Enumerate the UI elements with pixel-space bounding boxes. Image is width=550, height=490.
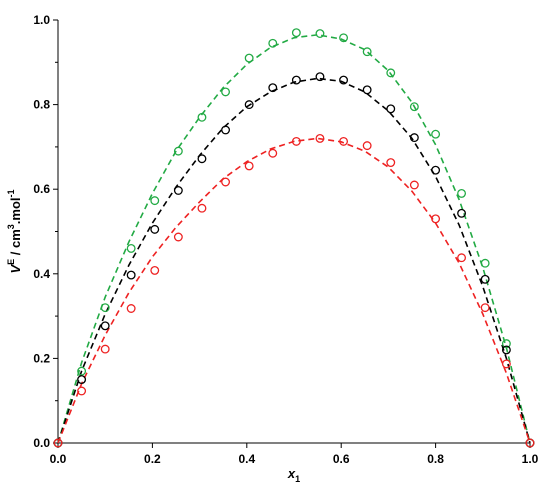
data-point-series-1 bbox=[268, 38, 278, 48]
data-point-series-1 bbox=[431, 129, 441, 139]
data-point-series-3 bbox=[77, 386, 87, 396]
data-point-series-1 bbox=[291, 28, 301, 38]
y-tick-label: 1.0 bbox=[33, 13, 50, 27]
data-point-series-3 bbox=[126, 304, 136, 313]
data-point-series-1 bbox=[339, 33, 349, 43]
data-point-series-1 bbox=[150, 196, 160, 206]
data-point-series-1 bbox=[501, 339, 511, 349]
y-axis-unit-prefix: / cm bbox=[8, 229, 23, 259]
y-axis-unit-exponent-2: -1 bbox=[6, 189, 16, 197]
data-point-series-3 bbox=[197, 203, 207, 213]
y-tick-label: 0.8 bbox=[33, 98, 50, 112]
data-point-series-1 bbox=[409, 102, 419, 112]
y-tick-label: 0.2 bbox=[33, 351, 50, 365]
y-tick-label: 0.6 bbox=[33, 182, 50, 196]
data-point-series-3 bbox=[431, 214, 441, 224]
data-point-series-2 bbox=[480, 274, 490, 284]
data-point-series-2 bbox=[339, 75, 349, 85]
data-point-series-1 bbox=[197, 112, 207, 122]
fit-lines bbox=[57, 34, 531, 444]
data-point-series-3 bbox=[525, 438, 535, 448]
x-axis-title: x1 bbox=[287, 466, 300, 484]
ticks: 0.0 0.2 0.4 0.6 0.8 1.0 0.0 0.2 0.4 0.6 0.8 1.0 bbox=[33, 13, 538, 466]
data-point-series-2 bbox=[315, 72, 325, 82]
data-point-series-1 bbox=[480, 258, 490, 268]
data-point-series-2 bbox=[457, 208, 467, 218]
data-point-series-3 bbox=[457, 253, 467, 263]
data-point-series-2 bbox=[197, 154, 207, 164]
x-tick-label: 0.6 bbox=[333, 452, 350, 466]
data-point-series-2 bbox=[221, 125, 231, 135]
data-point-series-3 bbox=[480, 303, 490, 313]
y-tick-label: 0.4 bbox=[33, 267, 50, 281]
x-tick-label: 0.8 bbox=[427, 452, 444, 466]
data-point-series-2 bbox=[431, 165, 441, 175]
data-point-series-3 bbox=[100, 344, 110, 354]
data-point-series-2 bbox=[501, 345, 511, 355]
data-point-series-2 bbox=[291, 75, 301, 85]
data-point-series-3 bbox=[386, 158, 396, 167]
data-point-series-3 bbox=[362, 141, 372, 151]
y-axis-title: VE / cm3.mol-1 bbox=[6, 189, 23, 273]
fit-line-series-2 bbox=[57, 77, 531, 444]
data-point-series-2 bbox=[362, 85, 372, 95]
y-axis-unit-mid: .mol bbox=[8, 197, 23, 224]
data-point-series-3 bbox=[221, 177, 231, 187]
data-point-series-1 bbox=[386, 68, 396, 78]
data-point-series-3 bbox=[150, 265, 160, 275]
x-tick-label: 0.0 bbox=[50, 452, 67, 466]
data-point-series-2 bbox=[409, 133, 419, 143]
data-point-series-1 bbox=[77, 366, 87, 376]
x-axis-subscript: 1 bbox=[295, 474, 300, 484]
data-point-series-1 bbox=[457, 188, 467, 198]
data-point-series-1 bbox=[126, 243, 136, 253]
data-points bbox=[53, 28, 535, 448]
data-point-series-3 bbox=[244, 161, 254, 171]
y-axis-symbol: V bbox=[8, 264, 23, 274]
data-point-series-1 bbox=[244, 53, 254, 63]
data-point-series-2 bbox=[268, 83, 278, 93]
data-point-series-1 bbox=[315, 29, 325, 38]
data-point-series-2 bbox=[386, 104, 396, 114]
data-point-series-3 bbox=[501, 359, 511, 369]
x-axis-symbol: x bbox=[287, 466, 296, 481]
data-point-series-3 bbox=[315, 133, 325, 143]
data-point-series-2 bbox=[77, 375, 87, 384]
y-axis-unit-exponent: 3 bbox=[6, 224, 16, 229]
data-point-series-3 bbox=[409, 180, 419, 190]
data-point-series-1 bbox=[173, 146, 183, 156]
fit-line-series-3 bbox=[57, 137, 531, 444]
x-tick-label: 1.0 bbox=[522, 452, 539, 466]
fit-line-series-1 bbox=[57, 34, 531, 444]
x-tick-label: 0.2 bbox=[144, 452, 161, 466]
data-point-series-3 bbox=[339, 136, 349, 146]
x-tick-label: 0.4 bbox=[238, 452, 255, 466]
y-tick-label: 0.0 bbox=[33, 436, 50, 450]
data-point-series-2 bbox=[244, 100, 254, 110]
data-point-series-3 bbox=[53, 438, 63, 448]
data-point-series-1 bbox=[100, 303, 110, 313]
data-point-series-3 bbox=[291, 136, 301, 146]
data-point-series-3 bbox=[173, 232, 183, 242]
data-point-series-2 bbox=[173, 186, 183, 195]
data-point-series-2 bbox=[150, 224, 160, 234]
data-point-series-2 bbox=[126, 270, 136, 280]
data-point-series-1 bbox=[221, 87, 231, 97]
data-point-series-2 bbox=[100, 321, 110, 331]
data-point-series-3 bbox=[268, 148, 278, 158]
data-point-series-1 bbox=[362, 47, 372, 57]
y-axis-superscript: E bbox=[6, 259, 16, 265]
